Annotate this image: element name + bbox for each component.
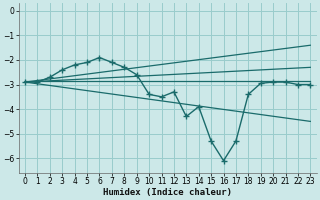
X-axis label: Humidex (Indice chaleur): Humidex (Indice chaleur): [103, 188, 232, 197]
